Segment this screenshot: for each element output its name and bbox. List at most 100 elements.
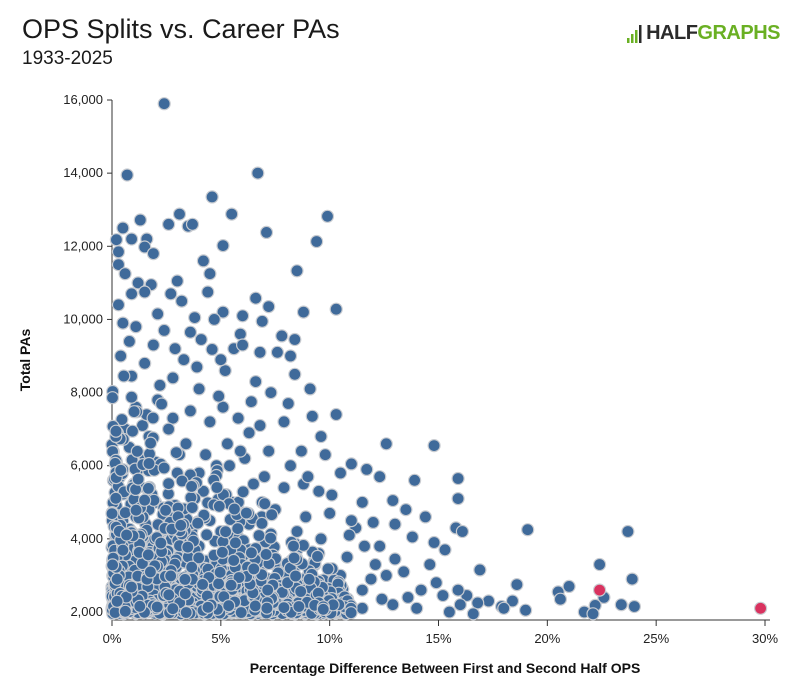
scatter-point [318,448,332,462]
scatter-point [442,605,456,619]
scatter-point [109,424,123,438]
scatter-point [290,524,304,539]
scatter-point [625,572,639,586]
scatter-point [181,540,195,554]
scatter-point [105,506,119,521]
scatter-point [290,264,304,278]
scatter-point [219,525,233,539]
scatter-point [249,291,263,305]
highlight-point [753,601,768,615]
scatter-point [164,287,178,301]
scatter-point [179,437,193,451]
y-tick-label: 6,000 [70,458,103,473]
scatter-point [114,463,128,477]
scatter-point [172,207,187,221]
scatter-point [234,605,248,620]
scatter-point [368,557,382,572]
scatter-point [203,415,217,429]
scatter-point [314,429,328,444]
x-tick-label: 20% [534,631,560,646]
scatter-point [329,407,343,422]
scatter-point [283,459,298,473]
scatter-point [246,477,261,491]
scatter-point [185,501,199,515]
scatter-point [453,598,467,612]
scatter-point [201,600,215,614]
scatter-point [111,258,126,272]
scatter-point [388,552,402,566]
scatter-point [438,543,452,557]
scatter-point [423,557,437,572]
y-tick-label: 16,000 [63,92,103,107]
scatter-point [227,502,241,516]
scatter-point [185,560,199,574]
scatter-point [466,607,480,621]
scatter-point [329,302,343,316]
scatter-point [216,239,230,253]
scatter-point [216,400,230,414]
scatter-point [321,562,335,576]
scatter-point [320,209,335,223]
scatter-point [294,444,308,458]
scatter-point [260,601,274,615]
scatter-point [138,356,152,370]
scatter-point [222,599,236,613]
scatter-point [364,572,378,586]
scatter-point [212,499,226,513]
scatter-point [151,307,165,321]
scatter-point [451,471,465,486]
y-tick-label: 2,000 [70,604,103,619]
scatter-point [233,444,247,458]
scatter-point [236,338,250,352]
scatter-point [162,217,176,231]
scatter-point [305,409,319,423]
scatter-point [303,382,317,396]
scatter-point [340,550,354,564]
scatter-point [138,493,152,507]
scatter-point [168,342,182,356]
scatter-point [239,506,253,520]
y-tick-label: 10,000 [63,311,103,326]
scatter-point [141,481,155,495]
scatter-point [236,485,250,499]
scatter-point [247,562,261,576]
scatter-point [188,311,202,325]
x-axis-title: Percentage Difference Between First and … [250,660,641,676]
scatter-point [201,285,215,299]
scatter-point [386,598,400,612]
scatter-point [109,491,123,505]
scatter-point [455,524,469,539]
scatter-point [344,513,358,528]
scatter-point [133,599,147,613]
scatter-point [190,360,204,374]
scatter-point [262,444,276,458]
scatter-point [215,545,229,559]
scatter-point [288,332,302,347]
scatter-point [111,245,126,259]
scatter-point [144,436,158,450]
scatter-point [125,232,139,246]
scatter-point [154,536,168,550]
x-tick-label: 0% [103,631,122,646]
scatter-point [518,603,533,617]
scatter-point [314,532,328,546]
scatter-point [312,484,326,498]
y-ticks: 2,000 4,000 6,000 8,000 10,000 12,000 14,000 16… [63,92,112,619]
scatter-point [310,549,325,564]
scatter-point [138,240,152,254]
scatter-point [192,551,206,565]
scatter-point [366,515,380,530]
scatter-point [553,592,568,606]
scatter-point [344,457,358,471]
scatter-point [289,569,303,583]
scatter-point [212,389,226,403]
scatter-point [150,600,164,614]
scatter-point [258,497,272,511]
scatter-point [146,411,160,425]
scatter-point [418,510,432,524]
scatter-point [227,553,241,568]
scatter-point [119,528,134,542]
scatter-point [344,606,358,620]
scatter-point [270,345,284,359]
